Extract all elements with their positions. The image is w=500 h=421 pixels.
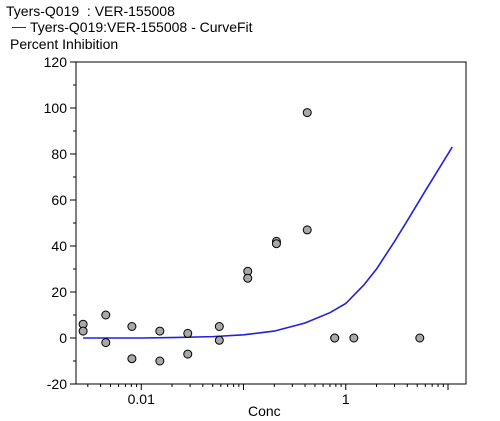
data-point [243,273,253,283]
data-point [214,322,224,331]
curve-fit-line [83,146,453,339]
legend: Tyers-Q019:VER-155008 - CurveFit [12,19,253,35]
y-tick-label: 40 [51,238,67,254]
y-tick-label: 120 [44,54,68,70]
data-point [127,322,137,331]
data-point [183,328,193,338]
legend-label: Tyers-Q019:VER-155008 - CurveFit [30,19,253,35]
plot-frame [75,61,467,385]
x-tick-label: 0.01 [128,391,155,407]
x-axis-label: Conc [248,403,281,419]
y-tick-label: 80 [51,146,67,162]
y-tick-label: -20 [47,376,67,392]
data-point [101,310,111,320]
data-point [155,326,165,336]
data-point [349,333,359,343]
data-point [101,338,111,348]
data-point [78,326,88,336]
data-point [415,333,425,343]
y-axis-label: Percent Inhibition [10,36,119,52]
y-tick-label: 0 [59,330,67,346]
data-point [302,225,312,235]
data-point [302,108,312,118]
data-point [155,356,165,366]
data-point [271,239,281,249]
data-point [214,335,224,345]
chart-title: Tyers-Q019 : VER-155008 [6,3,175,19]
data-point [183,349,193,359]
y-axis-ticks: -20 0 20 40 60 80 100 120 [44,54,76,392]
data-point [127,354,137,364]
y-tick-label: 60 [51,192,67,208]
series-layer [78,108,453,366]
data-point [330,333,340,343]
x-tick-label: 1 [342,391,350,407]
y-tick-label: 100 [44,100,68,116]
y-tick-label: 20 [51,284,67,300]
x-axis-ticks: 0.01 1 [87,384,449,407]
legend-line-swatch [12,26,26,28]
